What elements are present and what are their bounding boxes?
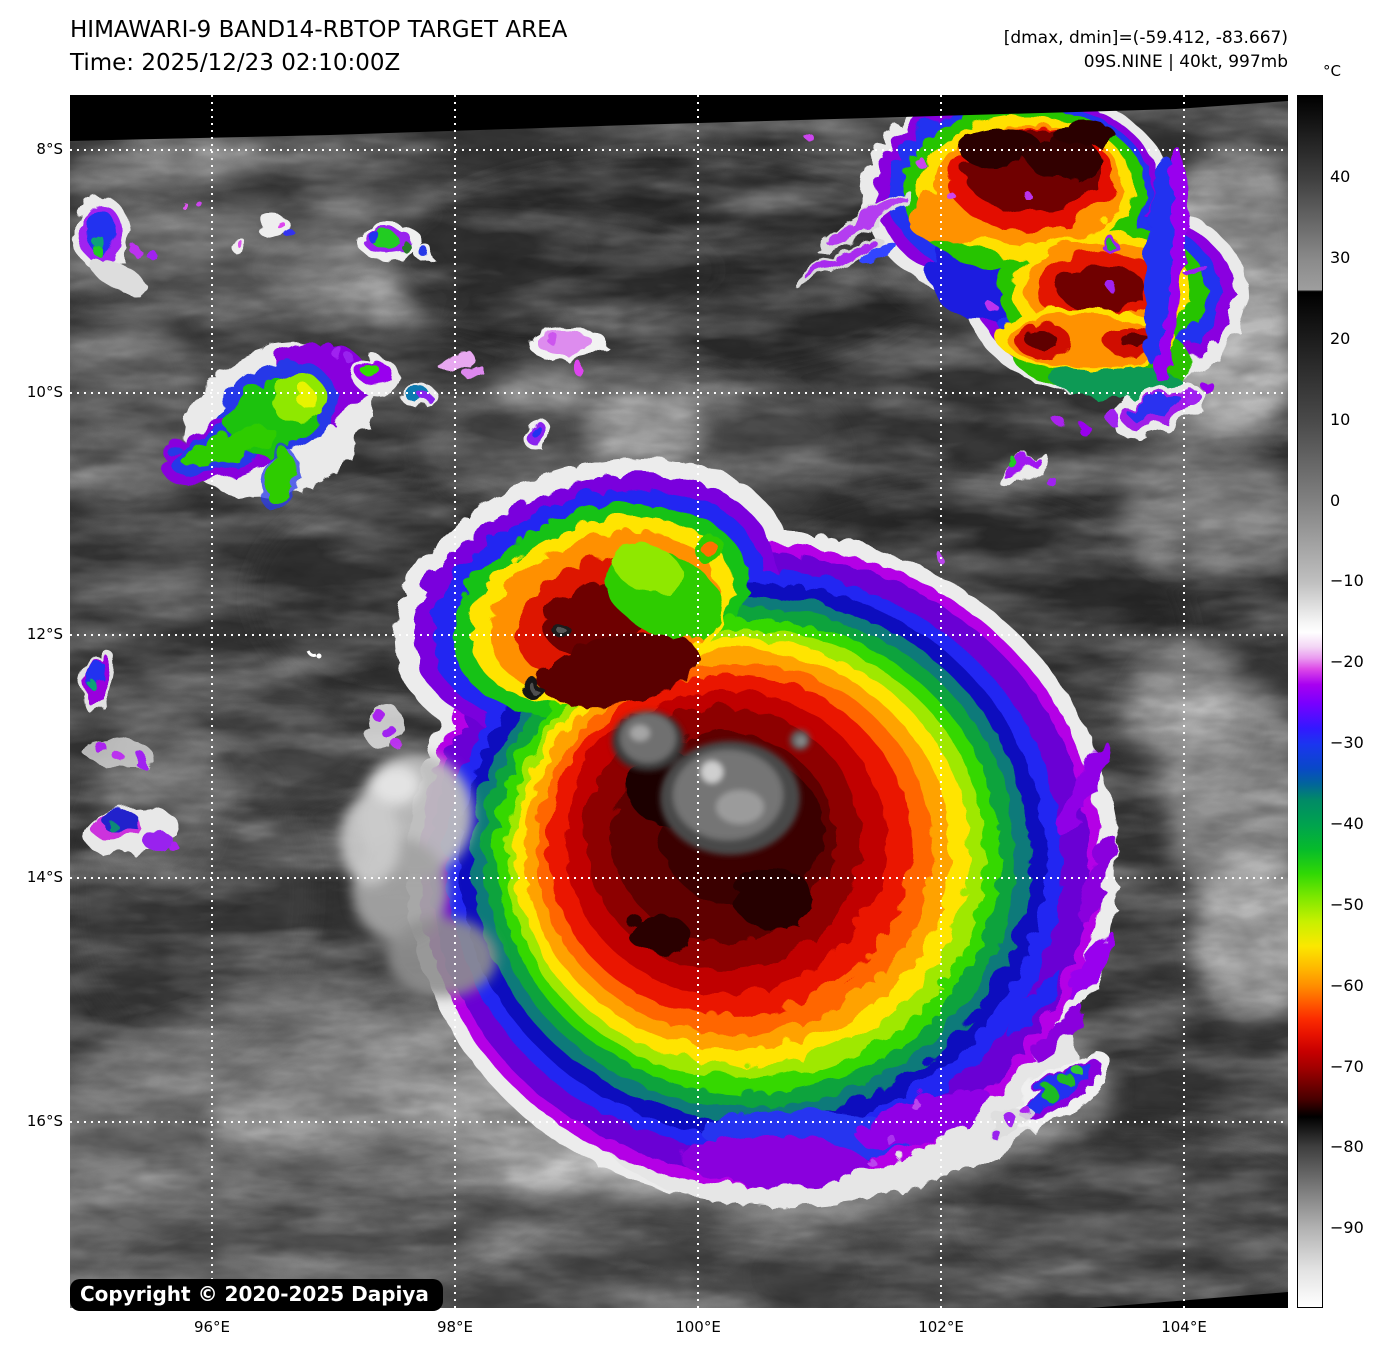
lon-label: 98°E	[436, 1318, 474, 1336]
dry-slot-clouds	[340, 753, 497, 997]
colorbar-tick: 40	[1330, 167, 1351, 186]
colorbar-tick: 20	[1330, 329, 1351, 348]
dmax-dmin-label: [dmax, dmin]=(-59.412, -83.667)	[1003, 28, 1288, 48]
colorbar-tick: −10	[1330, 571, 1364, 590]
lon-label: 100°E	[675, 1318, 721, 1336]
colorbar-tick: −60	[1330, 976, 1364, 995]
colorbar	[1297, 95, 1323, 1308]
overshooting-tops	[612, 711, 810, 855]
tiny-cloud-dot	[316, 653, 322, 659]
colorbar-unit-label: °C	[1323, 62, 1341, 80]
lat-label: 8°S	[36, 140, 63, 158]
nodata-wedge-bottom	[1090, 1292, 1288, 1308]
time-label: Time: 2025/12/23 02:10:00Z	[70, 50, 401, 76]
page-title: HIMAWARI-9 BAND14-RBTOP TARGET AREA	[70, 17, 568, 43]
satellite-image	[0, 81, 1340, 1359]
colorbar-tick: −20	[1330, 652, 1364, 671]
colorbar-tick: 0	[1330, 491, 1341, 510]
colorbar-tick: −40	[1330, 814, 1364, 833]
colorbar-tick: −90	[1330, 1218, 1364, 1237]
colorbar-tick: 10	[1330, 410, 1351, 429]
storm-info-label: 09S.NINE | 40kt, 997mb	[1083, 52, 1288, 72]
satellite-map	[0, 81, 1340, 1359]
nodata-wedge-top	[70, 95, 1288, 141]
lon-label: 102°E	[918, 1318, 964, 1336]
colorbar-tick: −80	[1330, 1137, 1364, 1156]
colorbar-tick: −70	[1330, 1057, 1364, 1076]
tiny-cloud-curl	[306, 650, 317, 657]
lat-label: 16°S	[26, 1112, 63, 1130]
colorbar-tick: −30	[1330, 733, 1364, 752]
storm-info-block: [dmax, dmin]=(-59.412, -83.667) 09S.NINE …	[1004, 26, 1288, 74]
lat-label: 12°S	[26, 625, 63, 643]
colorbar-gradient	[1298, 96, 1322, 1307]
small-cold-cloud-features	[71, 192, 939, 852]
colorbar-tick: 30	[1330, 248, 1351, 267]
lat-label: 14°S	[26, 868, 63, 886]
page-title-block: HIMAWARI-9 BAND14-RBTOP TARGET AREA Time:…	[70, 14, 567, 80]
lon-label: 104°E	[1161, 1318, 1207, 1336]
copyright-badge: Copyright © 2020-2025 Dapiya	[70, 1279, 443, 1311]
lon-label: 96°E	[193, 1318, 231, 1336]
lat-label: 10°S	[26, 383, 63, 401]
colorbar-tick: −50	[1330, 895, 1364, 914]
southeast-cold-streak	[862, 1048, 1107, 1161]
